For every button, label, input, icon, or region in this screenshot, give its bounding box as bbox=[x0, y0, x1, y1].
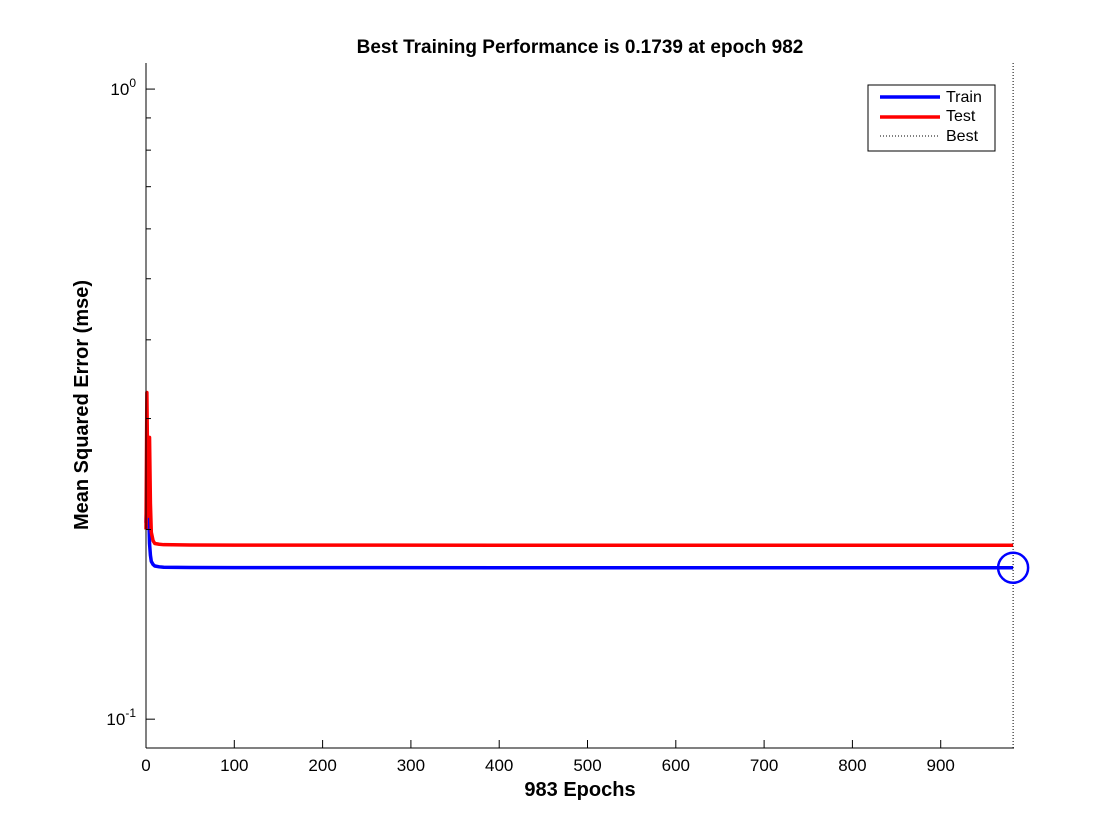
x-tick-label: 300 bbox=[397, 756, 425, 775]
best-point-marker bbox=[996, 551, 1030, 585]
x-tick-label: 600 bbox=[662, 756, 690, 775]
x-tick-label: 200 bbox=[308, 756, 336, 775]
x-tick-label: 500 bbox=[573, 756, 601, 775]
x-axis-ticks: 0 100 200 300 400 500 600 700 800 900 bbox=[141, 740, 955, 775]
legend-test-label: Test bbox=[946, 108, 976, 125]
x-tick-label: 900 bbox=[927, 756, 955, 775]
legend: Train Test Best bbox=[867, 84, 996, 152]
y-axis-ticks: 10-1 100 bbox=[106, 76, 155, 729]
series-layer bbox=[144, 390, 1014, 570]
legend-best-label: Best bbox=[946, 128, 979, 145]
x-tick-label: 700 bbox=[750, 756, 778, 775]
y-tick-label: 100 bbox=[110, 76, 136, 99]
y-axis-label: Mean Squared Error (mse) bbox=[71, 280, 93, 530]
x-tick-label: 100 bbox=[220, 756, 248, 775]
plot-area: 0 100 200 300 400 500 600 700 800 900 10-1 100 bbox=[106, 63, 1030, 775]
y-tick-label: 10-1 bbox=[106, 706, 136, 729]
x-tick-label: 400 bbox=[485, 756, 513, 775]
x-tick-label: 0 bbox=[141, 756, 150, 775]
legend-train-label: Train bbox=[946, 89, 982, 106]
best-layer bbox=[996, 63, 1030, 748]
axes-frame bbox=[145, 63, 1014, 749]
x-tick-label: 800 bbox=[838, 756, 866, 775]
x-axis-label: 983 Epochs bbox=[524, 779, 635, 801]
chart-title: Best Training Performance is 0.1739 at e… bbox=[357, 37, 804, 58]
series-line-test bbox=[144, 390, 1014, 548]
axes-background bbox=[146, 63, 1014, 748]
